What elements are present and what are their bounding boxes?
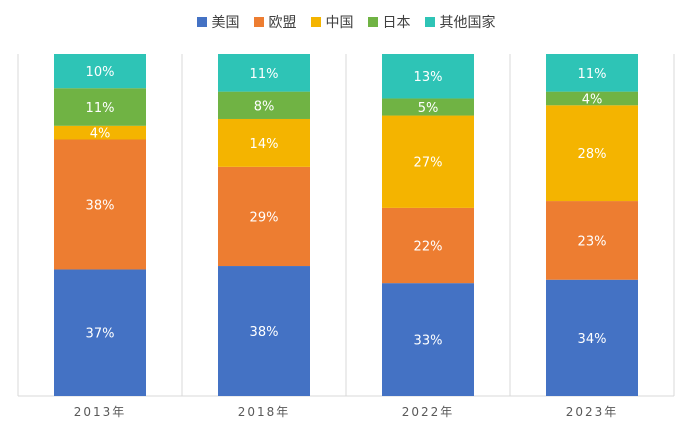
bar-segment[interactable] — [382, 207, 474, 284]
data-label: 34% — [578, 332, 607, 347]
bar-segment[interactable] — [218, 166, 310, 267]
data-label: 4% — [582, 92, 603, 107]
legend-label-eu: 欧盟 — [268, 15, 297, 31]
data-label: 33% — [414, 334, 443, 349]
legend-item-us[interactable]: 美国 — [196, 12, 240, 32]
bar-segment[interactable] — [218, 54, 310, 92]
bar-segment[interactable] — [546, 201, 638, 280]
data-label: 14% — [250, 137, 279, 152]
bar-segment[interactable] — [54, 54, 146, 89]
x-tick-label: 2018年 — [238, 405, 291, 419]
bar-segment[interactable] — [54, 139, 146, 270]
data-label: 11% — [578, 67, 607, 82]
legend-item-china[interactable]: 中国 — [310, 12, 354, 32]
bar-segment[interactable] — [546, 279, 638, 396]
legend-swatch-us — [196, 17, 207, 27]
legend-swatch-eu — [253, 17, 264, 27]
data-label: 29% — [250, 210, 279, 225]
x-tick-label: 2023年 — [566, 405, 619, 419]
data-label: 23% — [578, 234, 607, 249]
legend: 美国 欧盟 中国 日本 其他国家 — [0, 12, 692, 32]
bar-segment[interactable] — [546, 105, 638, 202]
data-label: 37% — [86, 327, 115, 342]
legend-label-us: 美国 — [211, 15, 240, 31]
data-label: 5% — [418, 101, 439, 116]
data-label: 38% — [250, 325, 279, 340]
data-label: 22% — [414, 240, 443, 255]
bar-segment[interactable] — [218, 91, 310, 119]
legend-swatch-japan — [367, 17, 378, 27]
data-label: 4% — [90, 127, 111, 142]
bar-segment[interactable] — [54, 125, 146, 140]
x-tick-label: 2013年 — [74, 405, 127, 419]
legend-swatch-others — [424, 17, 435, 27]
bar-segment[interactable] — [54, 88, 146, 126]
data-label: 38% — [86, 198, 115, 213]
data-label: 28% — [578, 147, 607, 162]
legend-item-eu[interactable]: 欧盟 — [253, 12, 297, 32]
x-tick-label: 2022年 — [402, 405, 455, 419]
bar-segment[interactable] — [54, 269, 146, 396]
legend-label-others: 其他国家 — [439, 15, 496, 31]
legend-swatch-china — [310, 17, 321, 27]
legend-item-japan[interactable]: 日本 — [367, 12, 411, 32]
legend-label-china: 中国 — [325, 15, 354, 31]
data-label: 13% — [414, 70, 443, 85]
bar-segment[interactable] — [546, 54, 638, 92]
data-label: 11% — [86, 101, 115, 116]
bar-segment[interactable] — [382, 115, 474, 208]
legend-label-japan: 日本 — [382, 15, 411, 31]
legend-item-others[interactable]: 其他国家 — [424, 12, 496, 32]
bar-segment[interactable] — [382, 98, 474, 116]
bar-segment[interactable] — [382, 283, 474, 396]
data-label: 11% — [250, 67, 279, 82]
data-label: 8% — [254, 99, 275, 114]
data-label: 27% — [414, 156, 443, 171]
bar-segment[interactable] — [546, 91, 638, 106]
data-label: 10% — [86, 65, 115, 80]
bar-segment[interactable] — [218, 118, 310, 167]
bar-segment[interactable] — [218, 266, 310, 396]
bar-segment[interactable] — [382, 54, 474, 99]
